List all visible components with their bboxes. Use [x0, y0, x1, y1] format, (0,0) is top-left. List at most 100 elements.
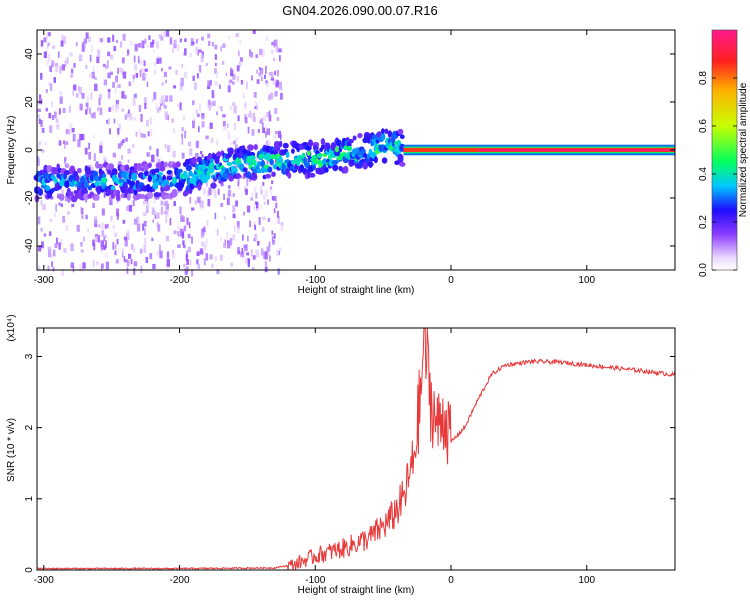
spectrogram-noise-cell [230, 67, 233, 73]
spectrogram-noise-cell [247, 259, 250, 264]
spectrogram-noise-cell [252, 116, 256, 123]
snr-panel: -300 -200 -100 0 100 0 1 2 3 Height of straight… [6, 314, 676, 596]
spectrogram-cell [253, 144, 258, 151]
spectrogram-noise-cell [251, 75, 253, 81]
colorbar-frame [711, 29, 738, 271]
spectrogram-noise-cell [267, 139, 271, 145]
spectrogram-noise-cell [114, 88, 117, 94]
spectrogram-noise-cell [239, 39, 242, 45]
spectrogram-noise-cell [176, 103, 181, 108]
spectrogram-noise-cell [220, 203, 224, 207]
spectrogram-noise-cell [182, 216, 185, 222]
spectrogram-noise-cell [37, 145, 40, 149]
spectrogram-noise-cell [144, 196, 148, 202]
spectrogram-cell [380, 132, 386, 141]
spectrogram-noise-cell [107, 72, 111, 79]
spectrogram-x-ticks: -300 -200 -100 0 100 [34, 30, 596, 286]
spectrogram-cell [75, 174, 80, 183]
spectrogram-noise-cell [265, 80, 268, 85]
spectrogram-noise-cell [143, 211, 147, 216]
spectrogram-noise-cell [172, 48, 175, 53]
spectrogram-noise-cell [127, 148, 131, 154]
spectrogram-noise-cell [141, 40, 145, 49]
spectrogram-noise-cell [123, 94, 127, 99]
spectrogram-noise-cell [151, 154, 155, 163]
spectrogram-noise-cell [235, 200, 238, 207]
colorbar-tick-label: 0.8 [698, 71, 709, 85]
spectrogram-noise-cell [139, 69, 142, 78]
spectrogram-noise-cell [252, 30, 256, 34]
spectrogram-noise-cell [177, 244, 181, 248]
spectrogram-cell [357, 132, 363, 139]
spectrogram-noise-cell [45, 89, 48, 93]
spectrogram-noise-cell [40, 200, 43, 206]
spectrogram-noise-cell [183, 263, 186, 268]
spectrogram-noise-cell [231, 81, 235, 85]
spectrogram-noise-cell [223, 242, 226, 248]
spectrogram-noise-cell [273, 135, 276, 139]
spectrogram-noise-cell [63, 248, 67, 253]
chart-title: GN04.2026.090.00.07.R16 [282, 3, 437, 18]
spectrogram-noise-cell [127, 49, 130, 55]
spectrogram-noise-cell [216, 140, 219, 146]
spectrogram-noise-cell [128, 204, 133, 212]
spectrogram-noise-cell [259, 186, 262, 190]
spectrogram-noise-cell [159, 250, 163, 259]
spectrogram-noise-cell [132, 76, 135, 83]
spectrogram-noise-cell [135, 72, 139, 78]
spectrogram-cell [126, 192, 131, 201]
spectrogram-noise-cell [132, 246, 135, 253]
spectrogram-noise-cell [37, 216, 41, 225]
spectrogram-noise-cell [266, 157, 269, 165]
spectrogram-noise-cell [133, 55, 136, 63]
spectrogram-noise-cell [227, 131, 230, 139]
spectrogram-noise-cell [112, 225, 115, 230]
spectrogram-noise-cell [187, 233, 191, 239]
spectrogram-noise-cell [274, 91, 278, 97]
spectrogram-noise-cell [274, 70, 276, 76]
spectrogram-noise-cell [68, 105, 71, 113]
spectrogram-noise-cell [205, 63, 209, 66]
spectrogram-noise-cell [91, 45, 93, 54]
spectrogram-noise-cell [80, 249, 84, 253]
spectrogram-cell [154, 168, 160, 173]
spectrogram-cell [387, 130, 393, 138]
spectrogram-noise-cell [116, 103, 120, 111]
spectrogram-noise-cell [48, 231, 52, 236]
spectrogram-noise-cell [159, 244, 161, 253]
spectrogram-noise-cell [93, 153, 96, 162]
spectrogram-noise-cell [81, 215, 84, 220]
spectrogram-cell [333, 149, 341, 157]
spectrogram-noise-cell [79, 103, 83, 111]
spectrogram-noise-cell [164, 200, 168, 204]
spectrogram-noise-cell [229, 106, 233, 111]
x-tick-label: 0 [448, 275, 454, 286]
spectrogram-noise-cell [153, 49, 155, 53]
spectrogram-noise-cell [143, 60, 146, 67]
x-tick-label: 100 [578, 575, 595, 586]
spectrogram-noise-cell [183, 244, 186, 249]
spectrogram-noise-cell [280, 225, 283, 232]
y-tick-label: 0 [24, 567, 35, 573]
spectrogram-noise-cell [189, 148, 193, 156]
spectrogram-noise-cell [109, 54, 114, 60]
spectrogram-noise-cell [120, 140, 124, 146]
spectrogram-noise-cell [152, 219, 154, 223]
spectrogram-noise-cell [70, 243, 74, 252]
spectrogram-cell [208, 167, 215, 173]
spectrogram-noise-cell [94, 83, 98, 91]
spectrogram-noise-cell [155, 102, 158, 109]
y-tick-label: 3 [24, 353, 35, 359]
spectrogram-noise-cell [211, 90, 215, 99]
spectrogram-noise-cell [233, 140, 236, 145]
spectrogram-noise-cell [256, 69, 258, 74]
spectrogram-noise-cell [160, 206, 164, 215]
spectrogram-noise-cell [143, 97, 147, 105]
spectrogram-noise-cell [109, 193, 113, 202]
spectrogram-noise-cell [161, 82, 164, 86]
spectrogram-noise-cell [72, 266, 75, 273]
spectrogram-cell [381, 157, 388, 164]
spectrogram-noise-cell [237, 177, 240, 185]
spectrogram-cell [316, 153, 323, 159]
spectrogram-noise-cell [157, 158, 161, 165]
